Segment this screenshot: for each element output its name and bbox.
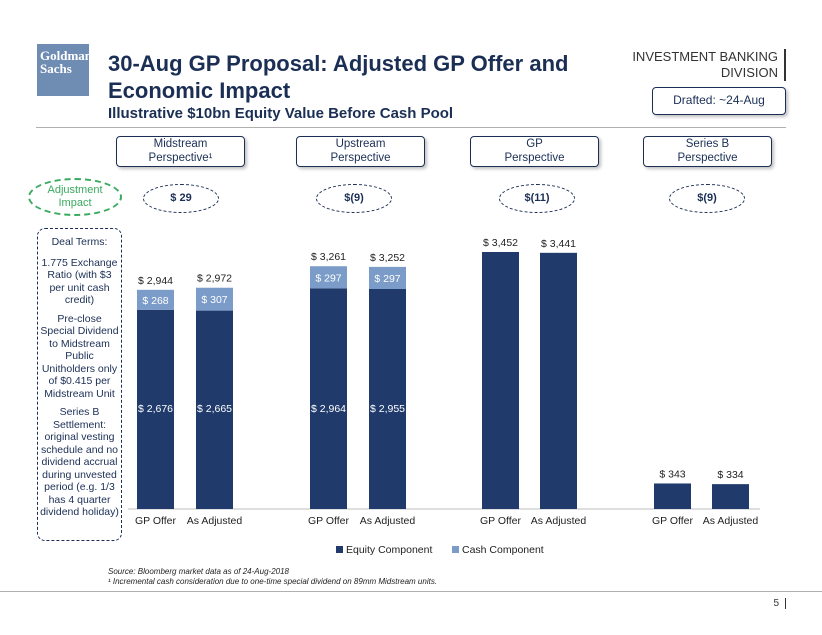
bar-cash-upstream-gp-offer [310, 266, 347, 289]
category-label-upstream-gp-offer: GP Offer [308, 515, 350, 527]
footnote-text: ¹ Incremental cash consideration due to … [108, 577, 438, 586]
logo-line-2: Sachs [40, 61, 72, 76]
cash-label-midstream-gp-offer: $ 268 [142, 295, 168, 307]
legend-swatch-cash [452, 546, 459, 553]
source-text: Source: Bloomberg market data as of 24-A… [108, 567, 289, 576]
adjustment-label-line-1: Adjustment [47, 184, 103, 196]
perspective-line-2: Perspective [677, 151, 738, 164]
header-divider [36, 127, 786, 128]
category-label-upstream-as-adjusted: As Adjusted [360, 515, 416, 527]
impact-value-gp: $(11) [499, 184, 575, 213]
perspective-line-1: Midstream [153, 138, 208, 150]
legend-swatch-equity [336, 546, 343, 553]
division-line-2: DIVISION [720, 65, 778, 80]
category-label-series-b-gp-offer: GP Offer [652, 515, 694, 527]
perspective-box-series-b: Series B Perspective [643, 136, 772, 167]
equity-label-upstream-as-adjusted: $ 2,955 [370, 403, 405, 415]
total-label-midstream-as-adjusted: $ 2,972 [197, 273, 232, 285]
adjustment-impact-label: Adjustment Impact [28, 178, 122, 216]
cash-label-midstream-as-adjusted: $ 307 [201, 294, 227, 306]
perspective-box-gp: GP Perspective [470, 136, 599, 167]
deal-term-series-b: Series B Settlement: original vesting sc… [40, 406, 119, 518]
bar-equity-series-b-gp-offer [654, 483, 691, 509]
division-label: INVESTMENT BANKING DIVISION [632, 49, 786, 81]
perspective-box-upstream: Upstream Perspective [296, 136, 425, 167]
impact-value-midstream: $ 29 [143, 184, 219, 213]
bar-equity-midstream-as-adjusted [196, 310, 233, 509]
perspective-line-1: GP [526, 138, 543, 150]
logo-line-1: Goldman [40, 48, 93, 63]
drafted-badge: Drafted: ~24-Aug [652, 87, 786, 115]
source-note: Source: Bloomberg market data as of 24-A… [108, 567, 437, 587]
division-line-1: INVESTMENT BANKING [632, 49, 778, 64]
bar-equity-gp-as-adjusted [540, 252, 577, 509]
bar-cash-upstream-as-adjusted [369, 266, 406, 290]
deal-terms-box: Deal Terms: 1.775 Exchange Ratio (with $… [37, 228, 122, 541]
category-label-gp-as-adjusted: As Adjusted [531, 515, 587, 527]
total-label-series-b-as-adjusted: $ 334 [717, 469, 743, 481]
perspective-line-1: Series B [685, 138, 730, 150]
total-label-upstream-gp-offer: $ 3,261 [311, 251, 346, 263]
total-label-gp-gp-offer: $ 3,452 [483, 237, 518, 249]
perspective-line-2: Perspective¹ [148, 151, 213, 164]
bar-equity-upstream-gp-offer [310, 288, 347, 509]
bar-equity-midstream-gp-offer [137, 309, 174, 509]
equity-label-upstream-gp-offer: $ 2,964 [311, 403, 346, 415]
category-label-gp-gp-offer: GP Offer [480, 515, 522, 527]
footer-divider [0, 591, 822, 592]
page-number: 5 [773, 598, 786, 609]
deal-terms-heading: Deal Terms: [51, 236, 108, 248]
total-label-upstream-as-adjusted: $ 3,252 [370, 252, 405, 264]
cash-label-upstream-gp-offer: $ 297 [315, 272, 341, 284]
impact-value-upstream: $(9) [316, 184, 392, 213]
perspective-line-2: Perspective [330, 151, 391, 164]
adjustment-label-line-2: Impact [58, 197, 92, 209]
legend-label-cash: Cash Component [462, 544, 544, 556]
impact-value-series-b: $(9) [669, 184, 745, 213]
total-label-gp-as-adjusted: $ 3,441 [541, 238, 576, 250]
category-label-midstream-gp-offer: GP Offer [135, 515, 177, 527]
bar-equity-series-b-as-adjusted [712, 484, 749, 509]
cash-label-upstream-as-adjusted: $ 297 [374, 273, 400, 285]
perspective-box-midstream: Midstream Perspective¹ [116, 136, 245, 167]
bar-equity-gp-gp-offer [482, 252, 519, 509]
deal-term-exchange-ratio: 1.775 Exchange Ratio (with $3 per unit c… [41, 256, 118, 307]
equity-label-midstream-as-adjusted: $ 2,665 [197, 403, 232, 415]
goldman-sachs-logo: Goldman Sachs [37, 44, 93, 96]
perspective-line-1: Upstream [335, 138, 386, 150]
category-label-series-b-as-adjusted: As Adjusted [703, 515, 759, 527]
bar-cash-midstream-as-adjusted [196, 287, 233, 311]
legend-label-equity: Equity Component [346, 544, 432, 556]
page-title: 30-Aug GP Proposal: Adjusted GP Offer an… [108, 51, 569, 103]
bar-cash-midstream-gp-offer [137, 289, 174, 310]
total-label-series-b-gp-offer: $ 343 [659, 468, 685, 480]
deal-term-special-dividend: Pre-close Special Dividend to Midstream … [40, 312, 119, 400]
category-label-midstream-as-adjusted: As Adjusted [187, 515, 243, 527]
page-subtitle: Illustrative $10bn Equity Value Before C… [108, 105, 454, 122]
total-label-midstream-gp-offer: $ 2,944 [138, 275, 173, 287]
bar-equity-upstream-as-adjusted [369, 289, 406, 509]
perspective-line-2: Perspective [504, 151, 565, 164]
equity-label-midstream-gp-offer: $ 2,676 [138, 403, 173, 415]
